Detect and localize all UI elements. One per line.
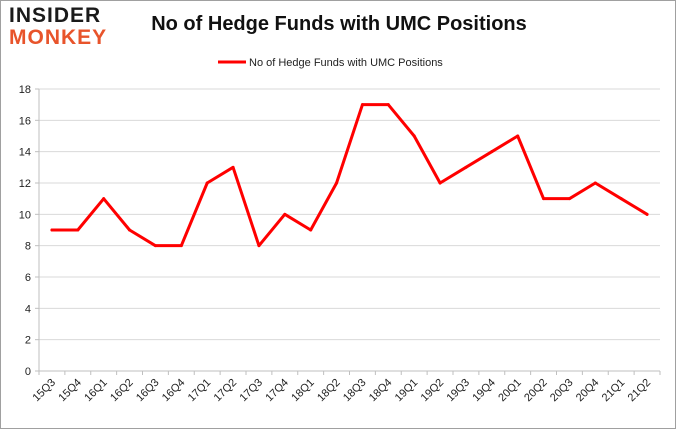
x-tick-label: 20Q1: [496, 377, 524, 405]
data-point: [257, 244, 261, 248]
logo-line-1: INSIDER: [9, 4, 102, 27]
x-tick-label: 20Q2: [522, 377, 550, 405]
x-tick-label: 16Q2: [108, 377, 136, 405]
y-tick-label: 16: [19, 115, 31, 127]
data-point: [645, 212, 649, 216]
data-point: [464, 165, 468, 169]
y-tick-label: 6: [25, 272, 31, 284]
x-tick-label: 18Q2: [315, 377, 343, 405]
x-tick-label: 15Q3: [31, 377, 59, 405]
x-tick-label: 18Q4: [367, 377, 395, 405]
y-tick-label: 12: [19, 178, 31, 190]
data-point: [593, 181, 597, 185]
x-tick-label: 15Q4: [56, 377, 84, 405]
data-point: [231, 165, 235, 169]
x-tick-label: 20Q4: [574, 377, 602, 405]
data-point: [438, 181, 442, 185]
data-point: [76, 228, 80, 232]
data-point: [102, 197, 106, 201]
data-point: [309, 228, 313, 232]
data-point: [179, 244, 183, 248]
x-tick-label: 19Q4: [470, 377, 498, 405]
legend-label: No of Hedge Funds with UMC Positions: [249, 57, 443, 69]
data-point: [412, 134, 416, 138]
gridlines: [39, 88, 660, 341]
data-point: [386, 103, 390, 107]
x-tick-label: 18Q3: [341, 377, 369, 405]
x-tick-label: 20Q3: [548, 377, 576, 405]
x-tick-label: 19Q1: [393, 377, 421, 405]
x-tick-label: 19Q2: [419, 377, 447, 405]
y-tick-label: 14: [19, 147, 31, 159]
x-tick-label: 16Q4: [160, 377, 188, 405]
data-point: [360, 103, 364, 107]
y-tick-label: 0: [25, 366, 31, 378]
data-point: [619, 197, 623, 201]
x-tick-label: 17Q2: [212, 377, 240, 405]
y-axis-ticks: 0 2 4 6 8 10 12 14 16 18: [19, 84, 39, 378]
x-tick-label: 16Q1: [82, 377, 110, 405]
data-point: [205, 181, 209, 185]
y-tick-label: 10: [19, 209, 31, 221]
x-tick-label: 21Q2: [626, 377, 654, 405]
x-tick-label: 18Q1: [289, 377, 317, 405]
data-point: [128, 228, 132, 232]
series-layer: [50, 103, 649, 248]
x-axis-ticks: 15Q315Q416Q116Q216Q316Q417Q117Q217Q317Q4…: [31, 371, 661, 405]
y-tick-label: 8: [25, 241, 31, 253]
legend: No of Hedge Funds with UMC Positions: [218, 57, 443, 69]
series-line: [50, 103, 649, 248]
chart-title: No of Hedge Funds with UMC Positions: [151, 13, 527, 35]
x-tick-label: 19Q3: [445, 377, 473, 405]
y-tick-label: 18: [19, 84, 31, 96]
x-tick-label: 16Q3: [134, 377, 162, 405]
y-tick-label: 2: [25, 335, 31, 347]
x-tick-label: 17Q4: [263, 377, 291, 405]
data-point: [153, 244, 157, 248]
data-point: [335, 181, 339, 185]
x-tick-label: 17Q1: [186, 377, 214, 405]
data-point: [542, 197, 546, 201]
y-tick-label: 4: [25, 303, 31, 315]
x-tick-label: 17Q3: [238, 377, 266, 405]
data-point: [516, 134, 520, 138]
data-point: [50, 228, 54, 232]
logo-line-2: MONKEY: [9, 26, 108, 49]
data-point: [490, 150, 494, 154]
insider-monkey-logo: INSIDER MONKEY: [9, 5, 125, 48]
x-tick-label: 21Q1: [600, 377, 628, 405]
data-point: [567, 197, 571, 201]
data-point: [283, 212, 287, 216]
